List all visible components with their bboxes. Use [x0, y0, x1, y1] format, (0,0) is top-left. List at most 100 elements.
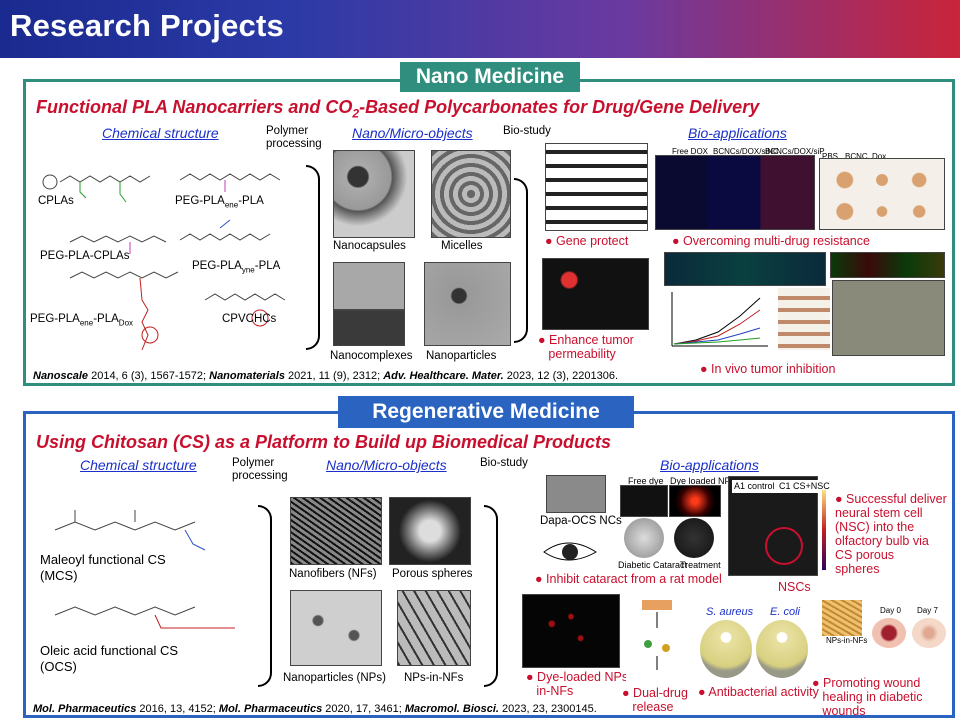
structure-peg-pla-ene: PEG-PLAene-PLA	[175, 195, 264, 210]
nanocomplexes-image-a	[333, 262, 405, 310]
label-s-aureus: S. aureus	[706, 606, 754, 618]
gel-electrophoresis-image	[545, 143, 648, 231]
label-nscs: NSCs	[778, 580, 811, 594]
regen-chemical-structures	[54, 510, 235, 629]
regen-col-chemical: Chemical structure	[80, 457, 197, 473]
nsc-highlight-circle	[765, 527, 803, 565]
bullet-in-vivo-tumor-inhibition: ● In vivo tumor inhibition	[700, 362, 836, 376]
label-nps-in-nfs: NPs-in-NFs	[404, 672, 464, 684]
nano-col-applications: Bio-applications	[688, 125, 787, 141]
label-c1-cs-nsc: C1 CS+NSC	[777, 480, 832, 493]
label-bcnc-dox-sinc: BCNCs/DOX/siNC	[713, 147, 779, 156]
structure-peg-pla-dox: PEG-PLAene-PLADox	[30, 313, 134, 328]
mirna-fluorescence-image	[830, 252, 945, 278]
label-dapa-ocs: Dapa-OCS NCs	[540, 515, 622, 527]
label-nanoparticles-regen: Nanoparticles (NPs)	[283, 672, 386, 684]
nanofibers-image	[290, 497, 382, 565]
cataract-eye-image	[624, 518, 664, 558]
bullet-antibacterial: ● Antibacterial activity	[698, 685, 819, 699]
structure-cpvchcs: CPVCHCs	[222, 313, 277, 325]
bullet-multi-drug-resistance: ● Overcoming multi-drug resistance	[672, 234, 870, 248]
eye-icon	[543, 542, 597, 561]
regen-brace-left	[258, 505, 272, 687]
bullet-tumor-permeability: ● Enhance tumor permeability	[538, 333, 634, 361]
bullet-dye-loaded-nps: ● Dye-loaded NPs- in-NFs	[526, 670, 633, 698]
nps-in-nfs-mat	[822, 600, 862, 636]
nano-section-title: Functional PLA Nanocarriers and CO2-Base…	[36, 97, 760, 121]
label-day0: Day 0	[880, 606, 901, 615]
label-nanocapsules: Nanocapsules	[333, 240, 406, 252]
label-dox: Dox	[872, 152, 887, 161]
cell-uptake-image	[664, 252, 826, 286]
nano-brace-left	[306, 165, 320, 350]
intensity-colorbar	[822, 490, 826, 570]
porous-spheres-image	[389, 497, 471, 565]
structure-cplas: CPLAs	[38, 195, 74, 207]
regen-brace-right	[484, 505, 498, 687]
micelles-image	[431, 150, 511, 238]
wound-day7	[912, 618, 946, 648]
regen-section-title: Using Chitosan (CS) as a Platform to Bui…	[36, 432, 612, 452]
regen-col-applications: Bio-applications	[660, 457, 759, 473]
label-dye-nps: Dye loaded NPs	[670, 476, 736, 486]
regen-references: Mol. Pharmaceutics 2016, 13, 4152; Mol. …	[33, 703, 597, 715]
nano-section-tab: Nano Medicine	[400, 62, 580, 92]
nanocapsules-image	[333, 150, 415, 238]
header-banner	[0, 0, 960, 58]
label-diabetic-cataract: Diabetic Cataract	[618, 560, 688, 570]
label-micelles: Micelles	[441, 240, 483, 252]
nano-brace-right	[514, 178, 528, 343]
e-coli-plate	[756, 620, 808, 678]
bullet-gene-protect: ● Gene protect	[545, 234, 629, 248]
label-e-coli: E. coli	[770, 606, 800, 618]
wound-day0	[872, 618, 906, 648]
bullet-nsc-delivery: ● Successful deliver neural stem cell (NSC…	[835, 492, 947, 576]
nano-col-chemical: Chemical structure	[102, 125, 219, 141]
nano-col-processing: Polymer processing	[266, 125, 322, 150]
label-pbs: PBS	[822, 152, 839, 161]
regen-col-objects: Nano/Micro-objects	[326, 457, 447, 473]
label-bcnc: BCNC	[845, 152, 868, 161]
nano-col-biostudy: Bio-study	[503, 125, 551, 137]
nps-in-nfs-image	[397, 590, 471, 666]
label-free-dox: Free DOX	[672, 147, 709, 156]
structure-ocs: Oleic acid functional CS (OCS)	[40, 643, 179, 674]
structure-peg-pla-yne: PEG-PLAyne-PLA	[192, 260, 281, 275]
label-nanocomplexes: Nanocomplexes	[330, 350, 413, 362]
page-title: Research Projects	[10, 8, 284, 43]
regen-section-tab: Regenerative Medicine	[338, 396, 634, 428]
label-day7: Day 7	[917, 606, 938, 615]
dye-nps-image	[669, 485, 721, 517]
structure-peg-pla-cplas: PEG-PLA-CPLAs	[40, 250, 130, 262]
s-aureus-plate	[700, 620, 752, 678]
label-porous-spheres: Porous spheres	[392, 568, 473, 580]
nanoparticles-image-regen	[290, 590, 382, 666]
tumor-growth-chart	[656, 288, 774, 356]
mdr-fluorescence-image	[655, 155, 815, 230]
tumor-tissue-image	[819, 158, 945, 230]
free-dye-image	[620, 485, 668, 517]
treated-eye-image	[674, 518, 714, 558]
nanocomplexes-image-b	[333, 310, 405, 346]
bullet-inhibit-cataract: ● Inhibit cataract from a rat model	[535, 572, 722, 586]
tumor-spheroid-image	[542, 258, 649, 330]
nano-references: Nanoscale 2014, 6 (3), 1567-1572; Nanoma…	[33, 370, 619, 382]
label-treatment: Treatment	[680, 560, 721, 570]
label-a1-control: A1 control	[732, 480, 777, 493]
regen-col-processing: Polymer processing	[232, 457, 288, 482]
label-nanoparticles: Nanoparticles	[426, 350, 497, 362]
dual-drug-release-diagram	[626, 594, 698, 682]
dye-nfs-image	[522, 594, 620, 668]
label-free-dye: Free dye	[628, 476, 664, 486]
bullet-dual-drug-release: ● Dual-drug release	[622, 686, 688, 714]
structure-mcs: Maleoyl functional CS (MCS)	[40, 552, 166, 583]
bullet-wound-healing: ● Promoting wound healing in diabetic wo…	[812, 676, 923, 718]
label-bcnc-dox-sip: BCNCs/DOX/siP	[765, 147, 825, 156]
mouse-photo-grid	[832, 280, 945, 356]
nano-col-objects: Nano/Micro-objects	[352, 125, 473, 141]
label-nps-in-nfs-mouse: NPs-in-NFs	[826, 636, 868, 645]
dapa-ocs-image	[546, 475, 606, 513]
nano-chemical-structures	[42, 173, 286, 351]
regen-col-biostudy: Bio-study	[480, 457, 528, 469]
label-nanofibers: Nanofibers (NFs)	[289, 568, 377, 580]
